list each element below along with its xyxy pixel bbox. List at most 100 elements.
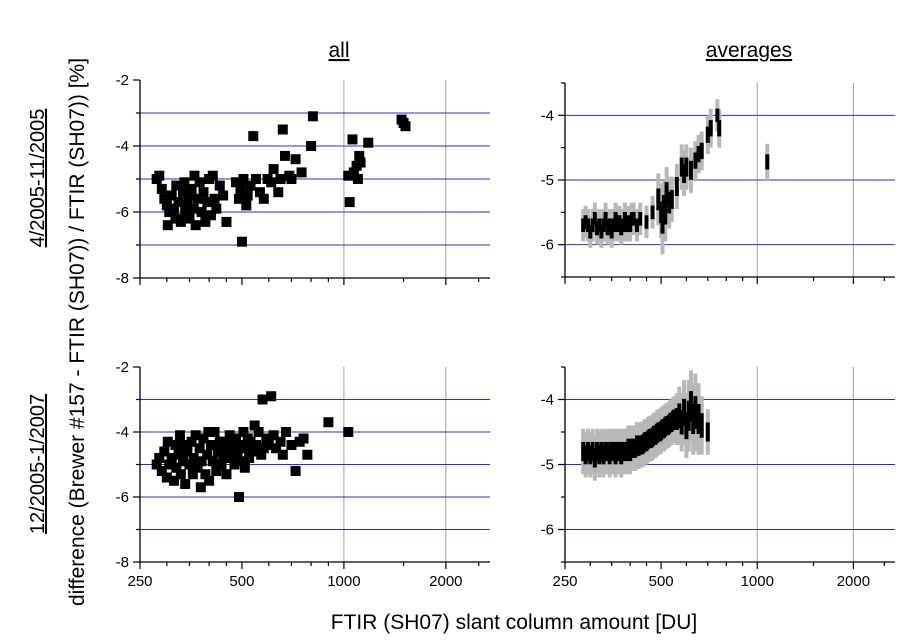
- x-tick-label: 2000: [429, 573, 462, 590]
- data-point: [164, 459, 175, 470]
- data-point: [302, 449, 313, 460]
- data-point: [194, 177, 205, 188]
- data-point: [200, 216, 211, 227]
- data-point: [179, 440, 190, 450]
- data-point: [186, 183, 197, 194]
- data-point: [180, 207, 191, 217]
- data-point: [347, 134, 358, 145]
- data-point: [280, 150, 291, 161]
- data-point: [192, 193, 203, 204]
- data-point: [161, 472, 172, 483]
- y-tick-label: -5: [541, 457, 554, 474]
- data-point: [178, 456, 189, 467]
- data-point: [238, 174, 249, 184]
- data-point: [218, 449, 229, 460]
- y-tick-label: -6: [541, 237, 554, 254]
- y-tick-label: -4: [116, 138, 129, 155]
- data-point: [224, 430, 235, 441]
- data-point: [170, 213, 181, 224]
- data-point: [227, 440, 238, 450]
- data-point: [298, 433, 309, 444]
- data-point: [190, 220, 201, 231]
- data-point: [263, 440, 274, 450]
- y-tick-label: -6: [116, 204, 129, 221]
- data-point: [238, 427, 249, 437]
- data-point: [211, 203, 222, 214]
- data-point: [235, 456, 246, 467]
- data-point: [184, 213, 195, 224]
- data-point: [187, 469, 198, 480]
- data-point: [266, 391, 277, 402]
- row-title-2005: 4/2005-11/2005: [27, 109, 49, 248]
- panel-avg-2006: -6 -5 -4 250 500 1000 2000: [541, 366, 895, 590]
- x-tick-label: 1000: [327, 573, 360, 590]
- y-tick-label: -4: [541, 107, 554, 124]
- data-point: [352, 174, 363, 184]
- data-point: [245, 180, 256, 191]
- data-point: [241, 443, 252, 454]
- data-point: [205, 210, 216, 221]
- data-point: [184, 459, 195, 470]
- data-point: [286, 440, 297, 450]
- data-point: [241, 200, 252, 211]
- data-point: [221, 469, 232, 480]
- data-point: [174, 430, 185, 441]
- data-point: [168, 203, 179, 214]
- data-point: [156, 183, 167, 194]
- data-point: [186, 436, 197, 447]
- col-title-averages: averages: [706, 39, 792, 62]
- data-point: [343, 427, 354, 437]
- y-tick-label: -8: [116, 270, 129, 287]
- data-point: [233, 193, 244, 204]
- y-tick-label: -2: [116, 72, 129, 89]
- data-point: [296, 167, 307, 178]
- data-point: [249, 420, 260, 431]
- y-tick-label: -2: [116, 359, 129, 376]
- data-point: [400, 121, 411, 132]
- data-point: [154, 453, 165, 463]
- data-point: [209, 427, 220, 437]
- data-point: [178, 187, 189, 198]
- data-point: [161, 200, 172, 211]
- y-tick-label: -8: [116, 554, 129, 571]
- x-tick-label: 250: [127, 573, 152, 590]
- y-tick-label: -6: [541, 522, 554, 539]
- x-tick-label: 250: [552, 573, 577, 590]
- data-point: [166, 453, 177, 463]
- data-point: [239, 462, 250, 473]
- data-point: [261, 433, 272, 444]
- data-point: [254, 187, 265, 198]
- data-point: [258, 193, 269, 204]
- row-title-2006: 12/2005-1/2007: [27, 394, 49, 534]
- data-point: [306, 141, 317, 151]
- y-tick-label: -5: [541, 172, 554, 189]
- data-point: [198, 187, 209, 198]
- data-point: [168, 475, 179, 486]
- panel-all-2006: -8 -6 -4 -2 250 500 1000 2000: [116, 359, 490, 590]
- data-point: [202, 449, 213, 460]
- data-point: [192, 462, 203, 473]
- data-point: [179, 177, 190, 188]
- y-tick-label: -6: [116, 489, 129, 506]
- data-point: [194, 443, 205, 454]
- data-point: [248, 131, 259, 142]
- data-point: [205, 440, 216, 450]
- data-point: [257, 394, 268, 405]
- x-tick-label: 2000: [837, 573, 870, 590]
- data-point: [221, 216, 232, 227]
- data-point: [214, 180, 225, 191]
- data-point: [171, 180, 182, 191]
- data-point: [230, 177, 241, 188]
- x-tick-label: 500: [649, 573, 674, 590]
- data-point: [198, 433, 209, 444]
- data-point: [245, 436, 256, 447]
- y-tick-label: -4: [541, 392, 554, 409]
- data-point: [209, 193, 220, 204]
- data-point: [173, 197, 184, 208]
- data-point: [286, 174, 297, 184]
- data-point: [270, 443, 281, 454]
- data-point: [202, 197, 213, 208]
- data-point: [250, 174, 261, 184]
